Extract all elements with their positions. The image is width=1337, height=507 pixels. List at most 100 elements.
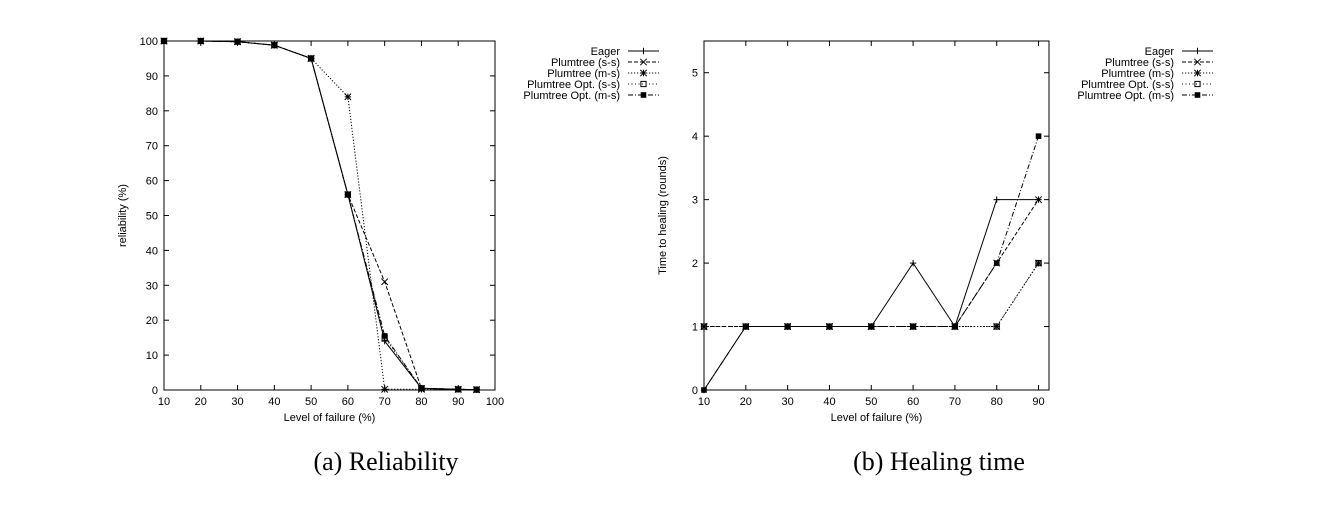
data-point	[381, 337, 388, 345]
legend-entry: Plumtree (m-s)	[1101, 68, 1213, 80]
legend-marker	[1193, 58, 1202, 66]
data-point	[308, 55, 314, 62]
y-tick-label: 40	[146, 245, 158, 257]
y-tick-label: 1	[692, 322, 698, 334]
data-point	[473, 386, 480, 393]
data-point	[197, 38, 204, 44]
x-tick-label: 30	[782, 396, 794, 408]
legend-entry: Plumtree (s-s)	[551, 57, 659, 69]
y-tick-label: 30	[146, 280, 158, 292]
x-tick-label: 40	[823, 396, 835, 408]
data-point	[868, 323, 875, 330]
series-plumtree-opt-m-s-	[161, 38, 480, 393]
legend-entry: Plumtree Opt. (s-s)	[527, 79, 659, 91]
x-tick-label: 50	[865, 396, 877, 408]
x-tick-label: 60	[342, 396, 354, 408]
data-point	[1034, 196, 1043, 204]
legend-entry: Eager	[591, 46, 659, 58]
plot-frame	[163, 40, 496, 391]
data-point	[161, 38, 167, 44]
healing-time-chart: (b) Healing time 10 20 30 40 50 60 70 80 90 0 1 2 3 4…	[657, 40, 1213, 476]
caption-reliability: (a) Reliability	[313, 447, 458, 476]
data-point	[381, 333, 388, 339]
data-point	[1035, 133, 1042, 139]
y-tick-label: 10	[146, 350, 158, 362]
series-line	[704, 262, 1039, 327]
data-point	[455, 386, 462, 393]
legend-marker	[640, 47, 647, 55]
legend-label: Plumtree Opt. (s-s)	[1081, 79, 1174, 91]
legend-marker	[1194, 80, 1201, 88]
legend-entry: Eager	[1145, 46, 1213, 58]
x-tick-label: 30	[231, 396, 243, 408]
x-tick-label: 90	[452, 396, 464, 408]
series-line	[164, 40, 477, 391]
legend-marker	[1194, 47, 1201, 55]
legend-marker	[639, 58, 648, 66]
data-point	[271, 42, 278, 48]
x-tick-label: 60	[907, 396, 919, 408]
x-tick-label: 20	[195, 396, 207, 408]
y-tick-label: 90	[146, 71, 158, 83]
data-point	[418, 385, 425, 392]
series-line	[704, 262, 1039, 327]
legend-label: Plumtree (s-s)	[551, 57, 620, 69]
y-tick-label: 0	[692, 385, 698, 397]
data-point	[993, 323, 1000, 330]
x-tick-label: 50	[305, 396, 317, 408]
legend-label: Plumtree (m-s)	[547, 68, 620, 80]
x-tick-label: 20	[740, 396, 752, 408]
x-tick-label: 10	[158, 396, 170, 408]
series-plumtree-m-s-	[700, 259, 1043, 331]
data-point	[234, 38, 241, 45]
data-point	[700, 323, 708, 330]
legend-marker	[1194, 92, 1201, 98]
data-point	[909, 259, 917, 267]
legend-label: Plumtree (s-s)	[1105, 57, 1174, 69]
data-point	[826, 323, 833, 330]
y-tick-label: 3	[692, 195, 698, 207]
data-point	[701, 387, 707, 393]
data-point	[993, 260, 1000, 266]
y-tick-label: 60	[146, 176, 158, 188]
y-tick-label: 5	[692, 68, 698, 80]
series-line	[703, 136, 1039, 391]
x-tick-label: 70	[949, 396, 961, 408]
y-tick-label: 20	[146, 315, 158, 327]
series-line	[703, 199, 1039, 391]
y-axis-label: Time to healing (rounds)	[657, 156, 669, 275]
legend-label: Plumtree Opt. (m-s)	[1077, 90, 1174, 102]
legend-label: Plumtree (m-s)	[1101, 68, 1174, 80]
legend-label: Eager	[1145, 46, 1175, 58]
plot-frame	[703, 40, 1050, 391]
y-tick-label: 0	[152, 385, 158, 397]
series-line	[704, 199, 1039, 327]
y-axis-label: reliability (%)	[117, 184, 129, 247]
legend-entry: Plumtree (m-s)	[547, 68, 659, 80]
legend-entry: Plumtree Opt. (m-s)	[523, 90, 659, 102]
x-tick-label: 90	[1032, 396, 1044, 408]
series-plumtree-opt-s-s-	[700, 259, 1042, 330]
data-point	[1035, 259, 1042, 267]
series-plumtree-s-s-	[700, 196, 1043, 331]
data-point	[344, 93, 352, 101]
legend-entry: Plumtree Opt. (m-s)	[1077, 90, 1213, 102]
y-tick-label: 70	[146, 141, 158, 153]
data-point	[743, 323, 749, 330]
series-eager	[700, 196, 1042, 394]
y-tick-label: 100	[140, 36, 158, 48]
x-axis-label: Level of failure (%)	[284, 412, 376, 424]
data-point	[910, 323, 916, 330]
legend-marker	[1193, 69, 1202, 77]
series-line	[164, 40, 477, 391]
y-tick-label: 80	[146, 106, 158, 118]
legend-label: Plumtree Opt. (s-s)	[527, 79, 620, 91]
data-point	[381, 385, 389, 393]
data-point	[784, 323, 791, 330]
data-point	[993, 196, 1000, 203]
reliability-chart: (a) Reliability 10 20 30 40 50 60 70 80 90 100010…	[117, 36, 659, 476]
x-axis-label: Level of failure (%)	[831, 412, 923, 424]
x-tick-label: 80	[415, 396, 427, 408]
y-tick-label: 2	[692, 258, 698, 270]
